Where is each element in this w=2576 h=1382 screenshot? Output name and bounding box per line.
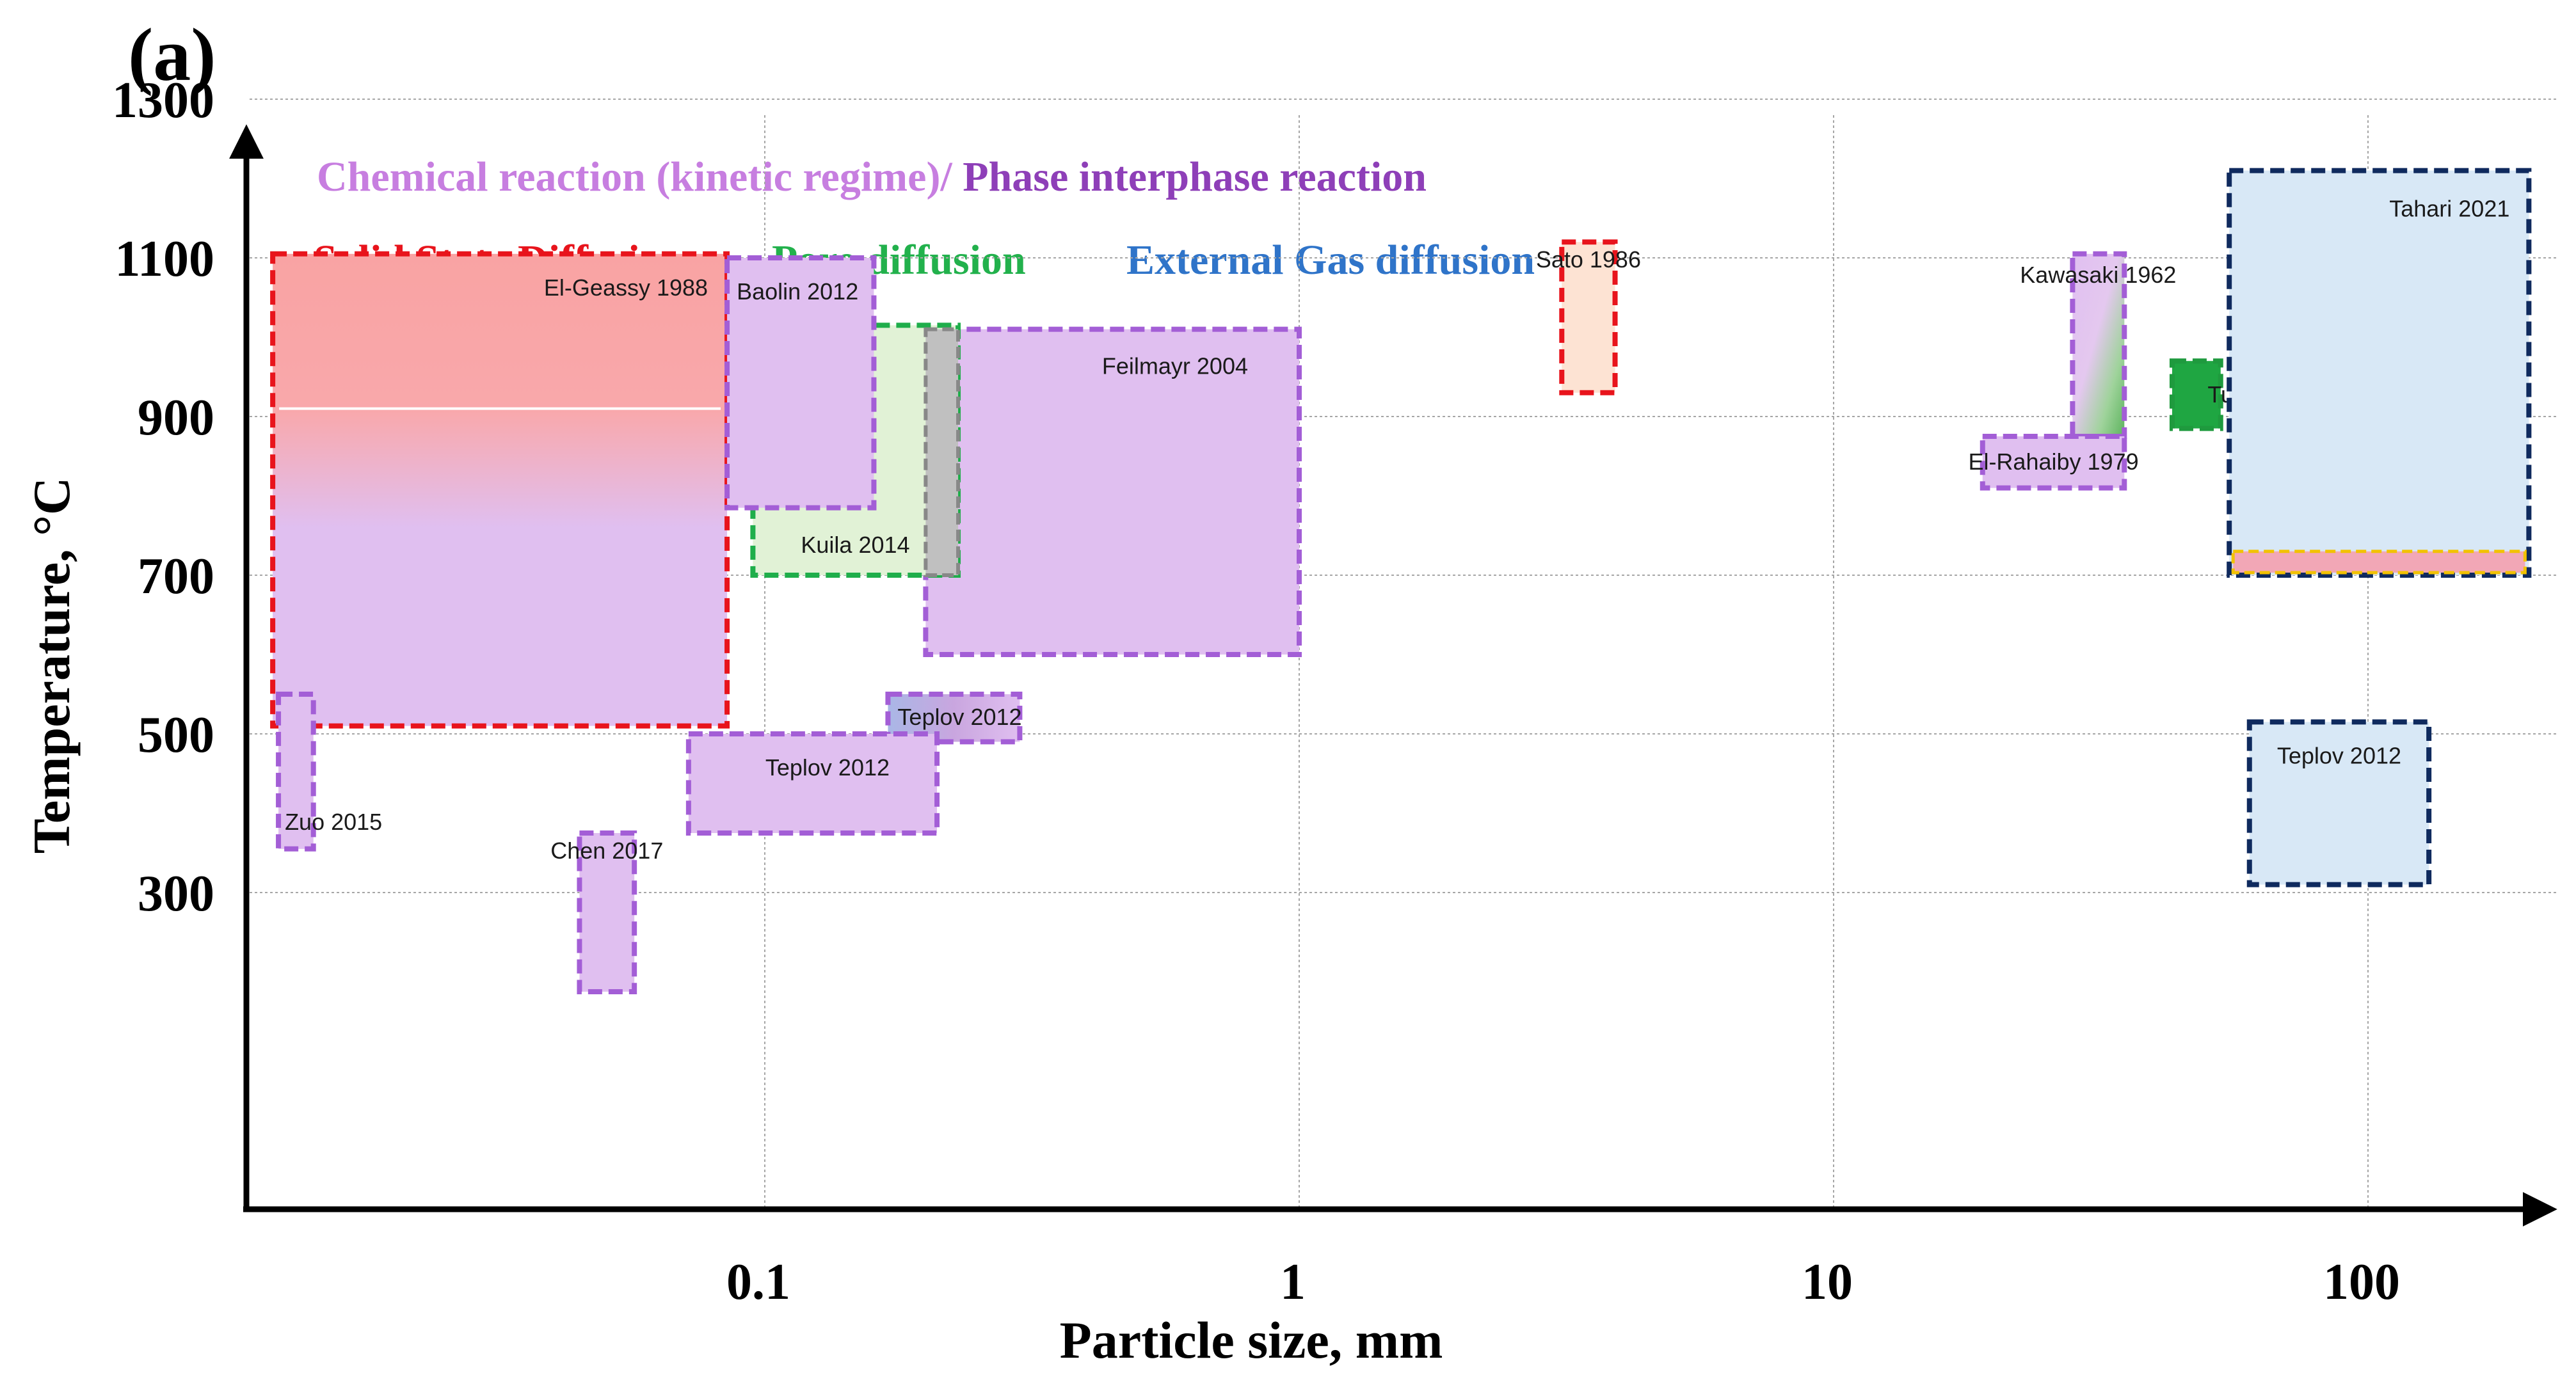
box-group-3: Feilmayr 2004 — [923, 326, 1302, 657]
y-tick-1100: 1100 — [115, 231, 214, 287]
tahari-pink-band — [2231, 550, 2527, 575]
y-tick-300: 300 — [138, 866, 214, 922]
box-group-7: Chen 2017 — [550, 830, 663, 994]
box-group-10: El-Rahaiby 1979 — [1968, 434, 2139, 491]
panel-label: (a) — [128, 13, 216, 97]
box-group-8: Sato 1986 — [1536, 239, 1641, 395]
y-tick-900: 900 — [138, 390, 214, 446]
box-7 — [577, 830, 637, 994]
box-label-3: Feilmayr 2004 — [1102, 353, 1248, 379]
y-tick-labels: 300 500 700 900 1100 1300 — [112, 72, 214, 922]
x-tick-0.1: 0.1 — [726, 1254, 790, 1310]
x-axis-title: Particle size, mm — [1060, 1311, 1443, 1369]
box-3 — [923, 326, 1302, 657]
legend-kinetic: Chemical reaction (kinetic regime)/ — [317, 154, 963, 200]
box-group-4: Teplov 2012 — [885, 692, 1023, 745]
box-group-0: El-Geassy 1988 — [270, 251, 730, 729]
legend-line-1: Chemical reaction (kinetic regime)/ Phas… — [317, 154, 1427, 200]
box-group-12: Tahari 2021 — [2227, 168, 2532, 578]
box-6 — [276, 692, 316, 852]
x-tick-10: 10 — [1802, 1254, 1853, 1310]
box-label-13: Teplov 2012 — [2277, 742, 2401, 768]
kuila-overlap — [924, 327, 961, 577]
legend-phase: Phase interphase reaction — [963, 154, 1427, 200]
y-tick-1300: 1300 — [112, 72, 214, 129]
y-axis-title: Temperature, °C — [22, 477, 81, 854]
box-group-9: Kawasaki 1962 — [2020, 251, 2176, 439]
legend-external: External Gas diffusion — [1126, 237, 1535, 283]
box-label-9: Kawasaki 1962 — [2020, 262, 2176, 288]
box-label-4: Teplov 2012 — [897, 704, 1021, 730]
box-label-7: Chen 2017 — [550, 838, 663, 864]
box-group-5: Teplov 2012 — [685, 731, 940, 836]
box-0 — [270, 251, 730, 729]
y-tick-700: 700 — [138, 548, 214, 605]
box-label-6: Zuo 2015 — [285, 809, 382, 835]
box-label-8: Sato 1986 — [1536, 246, 1641, 273]
box-label-10: El-Rahaiby 1979 — [1968, 449, 2138, 475]
box-label-0: El-Geassy 1988 — [544, 274, 708, 301]
box-group-13: Teplov 2012 — [2246, 719, 2432, 887]
box-9 — [2070, 251, 2127, 439]
x-tick-100: 100 — [2323, 1254, 2400, 1310]
box-5 — [685, 731, 940, 836]
box-13 — [2246, 719, 2432, 887]
y-tick-500: 500 — [138, 707, 214, 763]
x-tick-labels: 0.1 1 10 100 — [726, 1254, 2400, 1310]
box-11 — [2169, 358, 2223, 431]
box-label-2: Kuila 2014 — [801, 532, 909, 558]
x-tick-1: 1 — [1280, 1254, 1306, 1310]
box-1 — [724, 255, 877, 511]
box-8 — [1559, 239, 1618, 395]
data-boxes: El-Geassy 1988 Feilmayr 2004 Kuila 2014 Bao… — [270, 168, 2532, 994]
box-label-5: Teplov 2012 — [765, 754, 890, 781]
box-10 — [1980, 434, 2127, 491]
box-group-6: Zuo 2015 — [276, 692, 382, 852]
box-group-1: Baolin 2012 — [724, 255, 877, 511]
box-label-1: Baolin 2012 — [737, 278, 858, 305]
box-12 — [2227, 168, 2532, 578]
box-label-12: Tahari 2021 — [2389, 196, 2509, 222]
